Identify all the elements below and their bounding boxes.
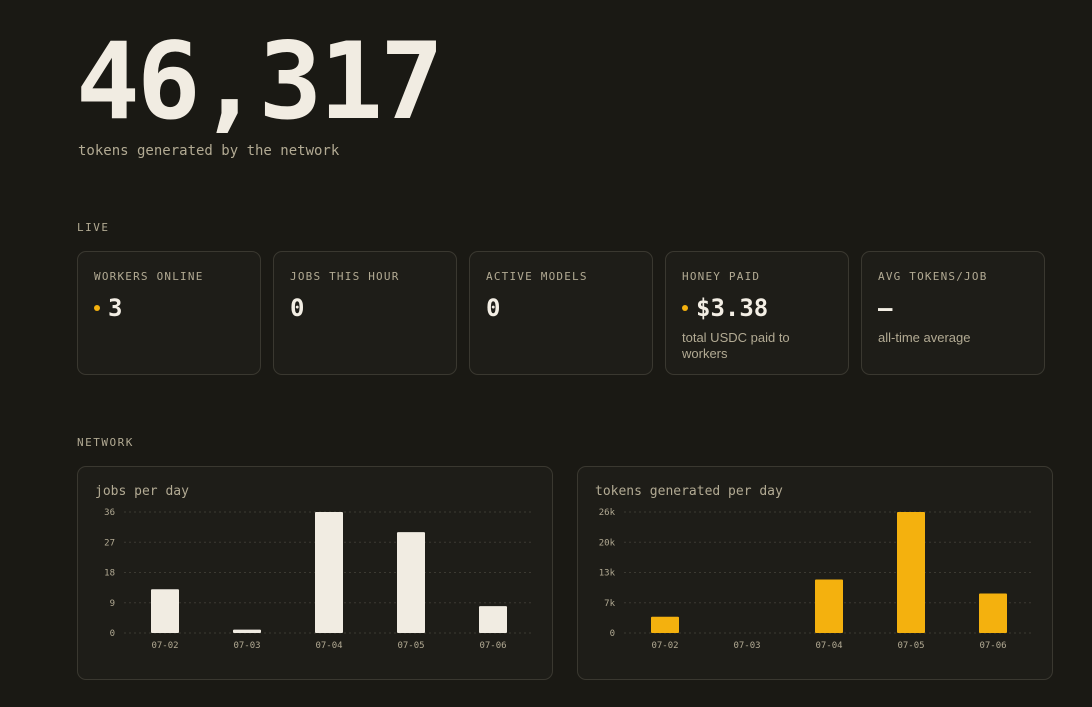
chart-title: jobs per day: [95, 484, 189, 499]
stat-label: AVG TOKENS/JOB: [878, 270, 988, 283]
y-tick-label: 7k: [604, 599, 615, 609]
stat-value: —: [878, 294, 893, 322]
status-dot-icon: [94, 305, 100, 311]
x-tick-label: 07-06: [979, 641, 1006, 651]
x-tick-label: 07-06: [479, 641, 506, 651]
status-dot-icon: [682, 305, 688, 311]
stat-card-honey-paid: HONEY PAID $3.38 total USDC paid to work…: [665, 251, 849, 375]
stat-label: ACTIVE MODELS: [486, 270, 588, 283]
stat-card-jobs-this-hour: JOBS THIS HOUR 0: [273, 251, 457, 375]
stat-value: 3: [108, 294, 123, 322]
y-tick-label: 0: [610, 629, 615, 639]
bar-07-02: [651, 616, 679, 633]
bar-07-03: [233, 629, 261, 633]
stat-label: JOBS THIS HOUR: [290, 270, 400, 283]
x-tick-label: 07-03: [733, 641, 760, 651]
bar-07-06: [479, 606, 507, 633]
y-tick-label: 13k: [599, 569, 616, 579]
live-section-label: LIVE: [77, 221, 110, 234]
x-tick-label: 07-04: [315, 641, 342, 651]
jobs-per-day-chart: 0 9 18 27 36 07-02 07-03 07-04 07-05 07-06: [104, 508, 534, 651]
bar-07-05: [897, 512, 925, 633]
stat-card-active-models: ACTIVE MODELS 0: [469, 251, 653, 375]
stat-card-workers-online: WORKERS ONLINE 3: [77, 251, 261, 375]
bar-07-04: [815, 579, 843, 633]
x-tick-label: 07-05: [397, 641, 424, 651]
bar-07-02: [151, 589, 179, 633]
stat-value: 0: [486, 294, 501, 322]
stat-card-avg-tokens-per-job: AVG TOKENS/JOB — all-time average: [861, 251, 1045, 375]
bar-07-06: [979, 593, 1007, 633]
tokens-per-day-chart-card: tokens generated per day 0 7k 13k 20k 26k 07-…: [577, 466, 1053, 680]
jobs-per-day-chart-card: jobs per day 0 9 18 27 36 07-02 07-03 07-04 07-0…: [77, 466, 553, 680]
x-tick-label: 07-03: [233, 641, 260, 651]
stat-value: $3.38: [696, 294, 769, 322]
y-tick-label: 36: [104, 508, 115, 518]
x-tick-label: 07-04: [815, 641, 842, 651]
chart-title: tokens generated per day: [595, 484, 783, 499]
hero-token-count: 46,317: [76, 20, 444, 143]
bar-07-04: [315, 512, 343, 633]
network-section-label: NETWORK: [77, 436, 134, 449]
live-stat-cards: WORKERS ONLINE 3 JOBS THIS HOUR 0 ACTIVE…: [77, 251, 1045, 375]
tokens-per-day-chart: 0 7k 13k 20k 26k 07-02 07-03 07-04 07-05 07-06: [599, 508, 1034, 651]
stat-value: 0: [290, 294, 305, 322]
bar-07-05: [397, 532, 425, 633]
x-tick-label: 07-02: [651, 641, 678, 651]
x-tick-label: 07-05: [897, 641, 924, 651]
stat-label: HONEY PAID: [682, 270, 761, 283]
y-tick-label: 9: [110, 599, 115, 609]
y-tick-label: 27: [104, 538, 115, 548]
y-tick-label: 0: [110, 629, 115, 639]
y-tick-label: 26k: [599, 508, 616, 518]
hero-subtitle: tokens generated by the network: [78, 143, 340, 159]
stat-note: all-time average: [878, 330, 971, 345]
y-tick-label: 18: [104, 569, 115, 579]
y-tick-label: 20k: [599, 538, 616, 548]
stat-label: WORKERS ONLINE: [94, 270, 204, 283]
x-tick-label: 07-02: [151, 641, 178, 651]
stat-note: total USDC paid to workers: [682, 330, 790, 361]
